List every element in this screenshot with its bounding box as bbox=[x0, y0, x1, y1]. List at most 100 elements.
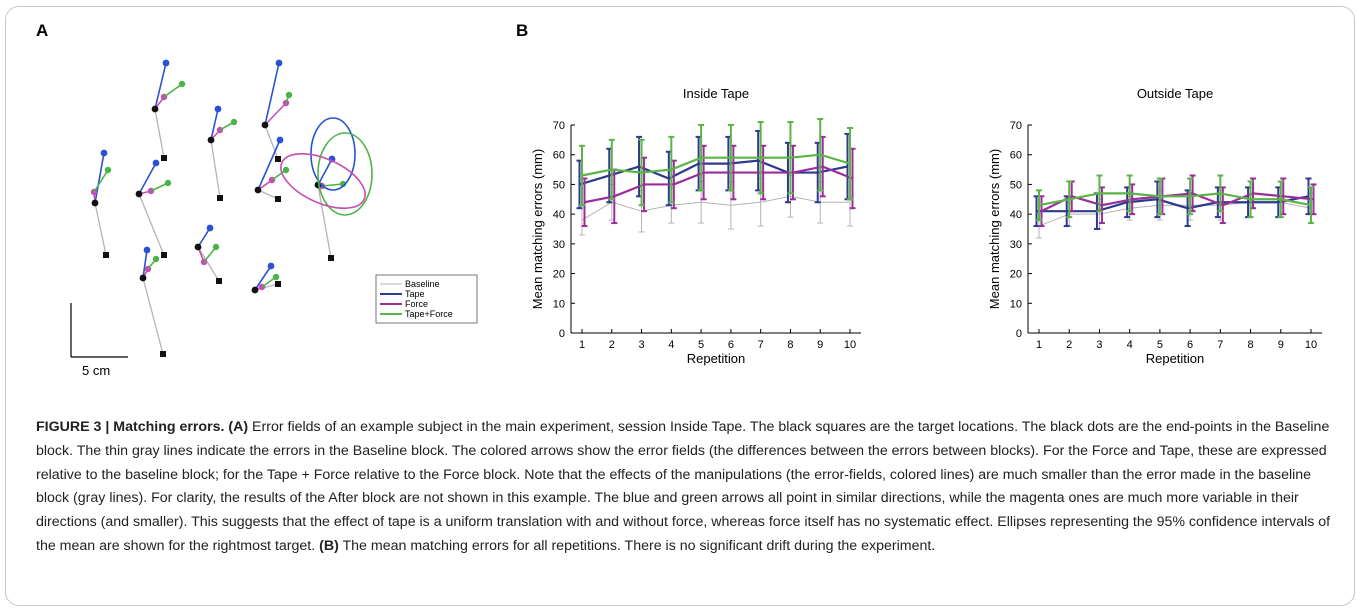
series-line-baseline bbox=[581, 195, 850, 221]
x-tick-label: 3 bbox=[1096, 339, 1102, 351]
x-tick-label: 2 bbox=[609, 339, 615, 351]
tape-force-arrow-head bbox=[272, 273, 280, 281]
x-tick-label: 7 bbox=[758, 339, 764, 351]
x-axis-label: Repetition bbox=[687, 351, 746, 366]
endpoint-dot bbox=[207, 136, 215, 144]
tape-arrow bbox=[317, 158, 333, 186]
y-tick-label: 40 bbox=[553, 209, 565, 221]
x-tick-label: 1 bbox=[579, 339, 585, 351]
y-tick-label: 50 bbox=[1010, 179, 1022, 191]
target-square bbox=[275, 281, 281, 287]
baseline-error-line bbox=[94, 202, 107, 256]
x-axis-label: Repetition bbox=[1146, 351, 1205, 366]
x-tick-label: 7 bbox=[1217, 339, 1223, 351]
y-tick-label: 30 bbox=[1010, 239, 1022, 251]
tape-arrow-head bbox=[143, 246, 151, 254]
series-line-tape-force bbox=[581, 153, 851, 177]
legend-label-force: Force bbox=[405, 299, 428, 309]
endpoint-dot bbox=[151, 105, 159, 113]
figure-caption: FIGURE 3 | Matching errors. (A) Error fi… bbox=[36, 416, 1336, 559]
x-tick-label: 10 bbox=[1305, 339, 1317, 351]
target-square bbox=[161, 252, 167, 258]
endpoint-dot bbox=[254, 186, 262, 194]
series-line-force bbox=[584, 165, 853, 204]
y-tick-label: 20 bbox=[1010, 269, 1022, 281]
figure-container: A 5 cm Baseline Tape Force Tape+Force B … bbox=[5, 6, 1355, 606]
tape-force-arrow bbox=[321, 183, 344, 187]
force-arrow bbox=[264, 102, 287, 126]
endpoint-dot bbox=[261, 121, 269, 129]
y-tick-label: 60 bbox=[1010, 150, 1022, 162]
x-tick-label: 10 bbox=[844, 339, 856, 351]
scale-bar: 5 cm bbox=[70, 303, 128, 378]
caption-ref-b: (B) bbox=[319, 537, 339, 554]
tape-arrow bbox=[254, 265, 272, 291]
tape-arrow bbox=[94, 152, 105, 204]
endpoint-dot bbox=[91, 199, 99, 207]
baseline-error-line bbox=[264, 124, 279, 160]
target-square bbox=[275, 196, 281, 202]
tape-arrow-head bbox=[214, 105, 222, 113]
chart-title: Outside Tape bbox=[1137, 86, 1213, 101]
tape-arrow-head bbox=[162, 59, 170, 67]
panel-a: A 5 cm Baseline Tape Force Tape+Force bbox=[36, 21, 478, 378]
y-tick-label: 60 bbox=[553, 150, 565, 162]
series-line-tape-force bbox=[1038, 192, 1312, 207]
baseline-error-line bbox=[257, 189, 279, 200]
y-tick-label: 70 bbox=[553, 120, 565, 132]
target-square bbox=[275, 156, 281, 162]
baseline-error-line bbox=[142, 277, 164, 355]
x-tick-label: 9 bbox=[1278, 339, 1284, 351]
target-square bbox=[328, 255, 334, 261]
x-tick-label: 8 bbox=[787, 339, 793, 351]
panel-b-letter: B bbox=[516, 21, 528, 40]
baseline-error-line bbox=[154, 108, 165, 159]
legend-label-baseline: Baseline bbox=[405, 279, 440, 289]
tape-force-confidence-ellipse bbox=[317, 132, 373, 216]
force-confidence-ellipse bbox=[280, 153, 366, 209]
tape-arrow bbox=[257, 139, 281, 191]
chart-title: Inside Tape bbox=[683, 86, 749, 101]
x-tick-label: 5 bbox=[1157, 339, 1163, 351]
caption-text-a: Error fields of an example subject in th… bbox=[36, 419, 1331, 554]
x-tick-label: 3 bbox=[638, 339, 644, 351]
y-tick-label: 10 bbox=[1010, 298, 1022, 310]
endpoint-dot bbox=[251, 286, 259, 294]
tape-arrow bbox=[154, 62, 167, 110]
y-axis-label: Mean matching errors (mm) bbox=[987, 149, 1002, 309]
x-tick-label: 2 bbox=[1066, 339, 1072, 351]
tape-force-arrow-head bbox=[230, 118, 238, 126]
y-tick-label: 0 bbox=[1016, 328, 1022, 340]
endpoint-dot bbox=[139, 274, 147, 282]
x-tick-label: 4 bbox=[1127, 339, 1133, 351]
legend: Baseline Tape Force Tape+Force bbox=[375, 274, 478, 324]
target-square bbox=[217, 195, 223, 201]
endpoint-dot bbox=[194, 243, 202, 251]
target-square bbox=[161, 155, 167, 161]
series-line-tape bbox=[1036, 195, 1309, 213]
x-tick-label: 9 bbox=[817, 339, 823, 351]
tape-force-arrow bbox=[163, 83, 183, 98]
series-line-baseline bbox=[1038, 201, 1312, 227]
y-tick-label: 30 bbox=[553, 239, 565, 251]
tape-force-arrow-head bbox=[285, 91, 293, 99]
caption-label: FIGURE 3 | Matching errors. bbox=[36, 419, 225, 435]
series-line-force bbox=[1041, 192, 1314, 213]
target-square bbox=[216, 278, 222, 284]
tape-force-arrow-head bbox=[104, 166, 112, 174]
baseline-error-line bbox=[197, 246, 220, 282]
tape-force-arrow bbox=[93, 169, 109, 193]
tape-force-arrow-head bbox=[164, 179, 172, 187]
legend-label-tape: Tape bbox=[405, 289, 425, 299]
tape-arrow-head bbox=[275, 59, 283, 67]
baseline-error-line bbox=[317, 184, 332, 259]
tape-arrow-head bbox=[206, 224, 214, 232]
tape-force-arrow-head bbox=[212, 243, 220, 251]
tape-force-arrow-head bbox=[152, 255, 160, 263]
chart-inside-tape: Inside Tape 0 10 20 30 40 50 60 70 1 2 3 4 5 6 7 8 9 10 Rep… bbox=[530, 86, 861, 366]
x-tick-label: 4 bbox=[668, 339, 674, 351]
tape-arrow bbox=[210, 108, 219, 141]
tape-arrow bbox=[197, 227, 211, 248]
y-tick-label: 0 bbox=[559, 328, 565, 340]
